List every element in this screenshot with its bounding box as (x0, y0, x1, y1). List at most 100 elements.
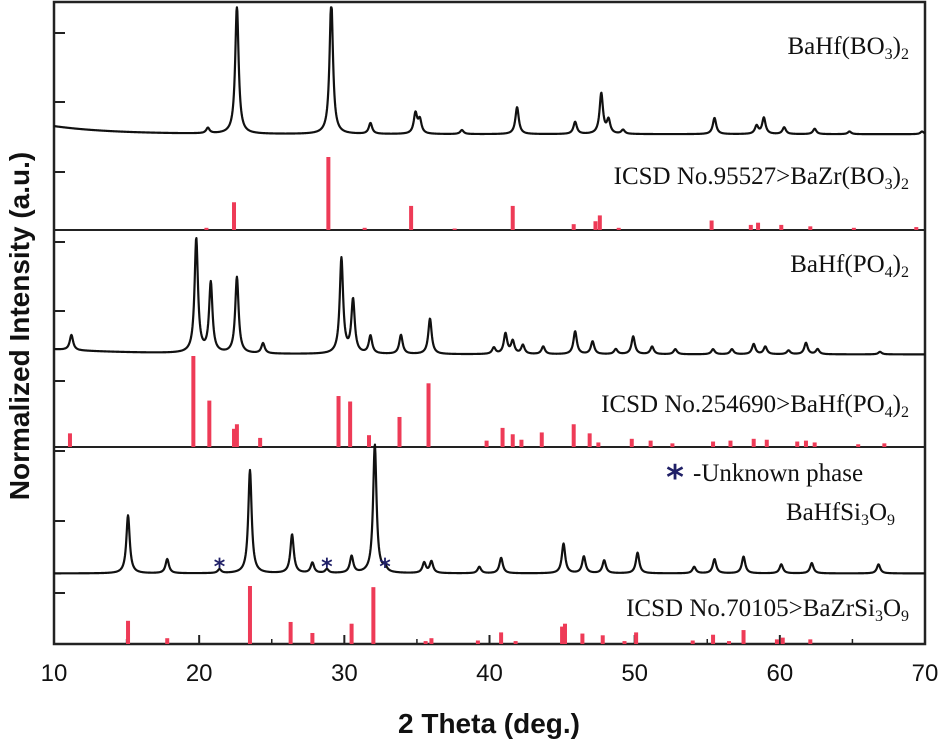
reference-stick (349, 623, 354, 644)
reference-stick (670, 443, 675, 447)
series-label-bahfsi3o9: BaHfSi3O9 (786, 499, 895, 529)
reference-stick (560, 626, 565, 644)
reference-stick (727, 641, 732, 644)
reference-stick (856, 444, 861, 447)
reference-stick (191, 356, 196, 447)
x-axis-tick-labels: 10 20 30 40 50 60 70 (41, 660, 939, 687)
reference-stick (622, 641, 627, 644)
reference-stick (616, 227, 621, 230)
reference-stick (756, 222, 761, 230)
reference-stick (336, 396, 341, 447)
reference-stick (634, 632, 639, 644)
pattern-1 (53, 6, 926, 136)
pattern-3 (53, 443, 926, 575)
reference-stick (780, 637, 785, 644)
x-tick-label-10: 10 (41, 660, 68, 687)
reference-stick (510, 205, 515, 230)
reference-stick (764, 439, 769, 447)
reference-stick (728, 440, 733, 447)
x-axis-title: 2 Theta (deg.) (398, 708, 580, 739)
reference-stick (596, 442, 601, 447)
reference-stick (571, 424, 576, 447)
series-label-bahf-bo3: BaHf(BO3)2 (787, 33, 909, 63)
reference-stick (362, 227, 367, 230)
reference-stick (409, 205, 414, 230)
reference-stick (690, 640, 695, 644)
reference-stick (500, 427, 505, 447)
reference-stick (513, 641, 518, 644)
reference-stick (808, 226, 813, 230)
reference-stick (593, 221, 598, 230)
reference-stick (288, 621, 293, 644)
x-tick-label-30: 30 (331, 660, 358, 687)
reference-label-icsd-70105: ICSD No.70105>BaZrSi3O9 (626, 595, 909, 625)
reference-stick (207, 400, 212, 447)
reference-stick (808, 639, 813, 644)
reference-stick (648, 440, 653, 447)
reference-stick (371, 587, 376, 644)
reference-stick (232, 428, 237, 447)
series-label-bahf-po4: BaHf(PO4)2 (790, 251, 909, 281)
reference-sticks (67, 157, 919, 644)
reference-stick (587, 433, 592, 447)
reference-label-icsd-254690: ICSD No.254690>BaHf(PO4)2 (601, 391, 909, 421)
reference-stick (499, 632, 504, 644)
reference-stick (709, 220, 714, 230)
reference-stick (67, 433, 72, 447)
pattern-2 (53, 236, 926, 356)
reference-stick (204, 227, 209, 230)
reference-stick (475, 640, 480, 644)
y-axis-title: Normalized Intensity (a.u.) (4, 152, 35, 501)
x-axis-ticks (53, 635, 926, 644)
reference-stick (367, 435, 372, 447)
reference-stick (423, 641, 428, 644)
reference-stick (519, 439, 524, 447)
unknown-phase-marker-3: * (379, 555, 391, 580)
reference-stick (751, 438, 756, 447)
reference-stick (348, 401, 353, 447)
reference-stick (629, 438, 634, 447)
reference-stick (803, 440, 808, 447)
reference-stick (258, 437, 263, 447)
intensity-tick-marks (54, 32, 65, 594)
plot-frame (52, 0, 927, 646)
reference-stick (562, 623, 567, 644)
unknown-phase-markers: * * * (214, 555, 391, 580)
unknown-phase-marker-1: * (214, 555, 226, 580)
reference-stick (711, 441, 716, 447)
reference-stick (914, 227, 919, 230)
reference-stick (580, 633, 585, 644)
diffraction-patterns (53, 6, 926, 575)
reference-stick (234, 424, 239, 447)
unknown-phase-legend-label: -Unknown phase (693, 460, 863, 487)
reference-stick (484, 440, 489, 447)
reference-stick (247, 586, 252, 644)
reference-stick (600, 635, 605, 644)
reference-stick (779, 224, 784, 230)
reference-stick (510, 434, 515, 447)
reference-stick (812, 442, 817, 447)
reference-stick (165, 638, 170, 644)
reference-label-icsd-95527: ICSD No.95527>BaZr(BO3)2 (614, 163, 909, 193)
reference-stick (741, 630, 746, 644)
x-tick-label-40: 40 (476, 660, 503, 687)
reference-stick (429, 638, 434, 644)
reference-stick (452, 228, 457, 230)
reference-stick (539, 432, 544, 447)
x-tick-label-50: 50 (621, 660, 648, 687)
x-tick-label-70: 70 (912, 660, 939, 687)
reference-stick (397, 416, 402, 447)
reference-stick (882, 443, 887, 447)
x-tick-label-20: 20 (186, 660, 213, 687)
reference-stick (851, 227, 856, 230)
reference-stick (748, 224, 753, 230)
reference-stick (232, 202, 237, 230)
unknown-phase-legend-star: * (666, 458, 684, 498)
reference-stick (126, 620, 131, 644)
reference-stick (795, 441, 800, 447)
reference-stick (597, 215, 602, 230)
x-tick-label-60: 60 (766, 660, 793, 687)
reference-stick (326, 157, 331, 230)
reference-stick (711, 634, 716, 644)
